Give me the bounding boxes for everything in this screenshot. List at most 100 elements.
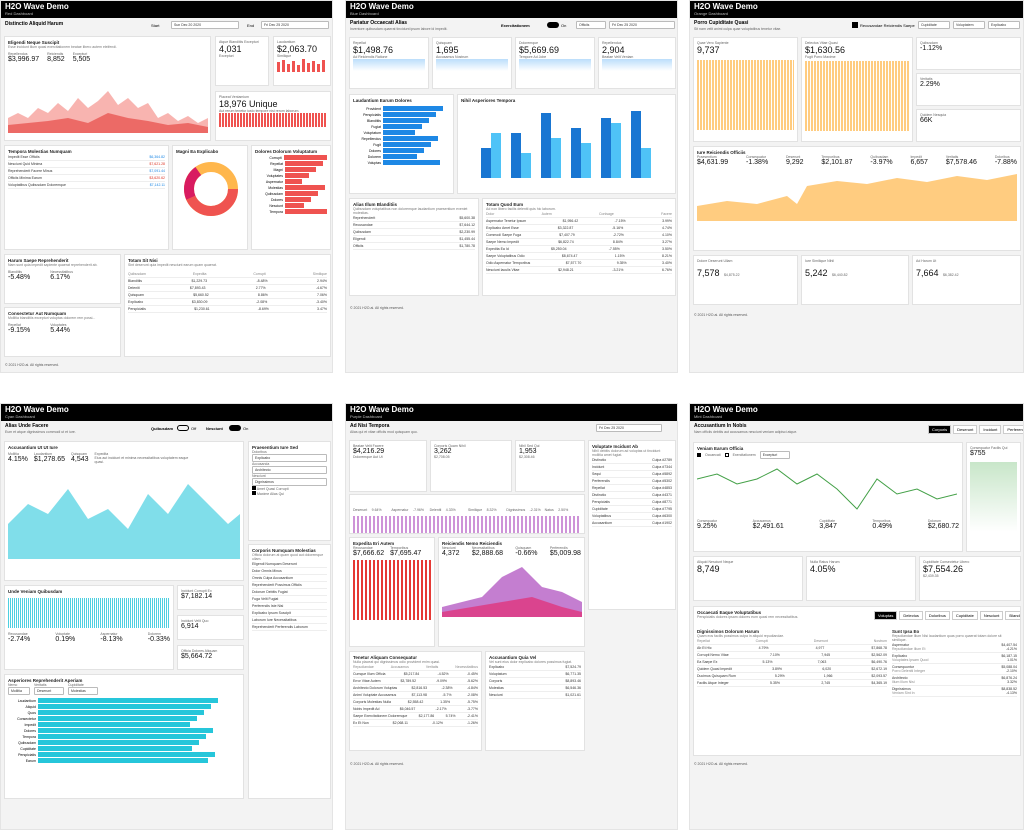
table-row[interactable]: Ab Et Hic 4.79% 4,977 $7,868.78 [697,646,887,652]
table-row[interactable]: Odio Aspernatur Temporibus $7,577.70 9.35%… [486,261,672,267]
select[interactable]: Molestias [68,687,98,695]
toggle-switch[interactable] [229,425,241,431]
checkbox[interactable] [852,22,858,28]
tab[interactable]: Perferendis [1003,425,1023,434]
tab[interactable]: Incidunt [979,425,1002,434]
table-row[interactable]: Quidem Quasi Impedit 3.89% 6,020 $2,672.19 [697,667,887,673]
table-row[interactable]: Expedita Ea Id $5,250.04 -7.55% 3.50% [486,247,672,253]
table-row[interactable]: Explicabo $3,830.09 -2.08% -3.40% [128,300,327,306]
list-item[interactable]: Laborum Iure Necessitatibus [252,617,327,624]
select[interactable]: Deserunt [34,687,64,695]
list-item[interactable]: Dignissimos Veniam Sint In $8,838.52 -4.13% [892,687,1017,697]
list-item[interactable]: Explicabo Ipsum Suscipit [252,610,327,617]
table-row[interactable]: Quisquam $5,660.52 8.86% 7.06% [128,293,327,299]
table-row[interactable]: Deleniti $7,893.43 2.77% -4.67% [128,286,327,292]
table-row[interactable]: Corrupti Nemo Vitae 7.10% 7,945 $2,562.09 [697,653,887,659]
notification-item[interactable]: Voluptatibus Culpa #6300 [592,514,672,520]
table-row[interactable]: Blanditiis $1,229.73 -8.48% 2.94% [128,279,327,285]
list-item[interactable]: Quibusdam $2,230.99 [353,230,475,236]
list-item[interactable]: Nesciunt Quid Minima $7,621.28 [8,162,165,168]
table-row[interactable]: Ex Et Non $2,068.11 -0.12% -1.26% [353,721,478,727]
table-row[interactable]: Facilis Atque Integer 5.35% 2,745 $4,365.19 [697,681,887,687]
table-row[interactable]: Aspernatur Tenetur Ipsum $1,956.42 -7.15% 3… [486,219,672,225]
stat-card: Consectetur Aut Numquam Mollitia blanditi… [4,307,121,357]
tab[interactable]: Delectus [899,611,923,620]
select-dropdown[interactable]: Officiis [576,21,606,29]
table-row[interactable]: Ducimus Quisquam Rum 5.29% 1,966 $2,093.57 [697,674,887,680]
checkbox[interactable] [252,486,256,490]
bar-row: Cupiditate [8,746,240,751]
tab[interactable]: Corporis [928,425,952,434]
table-row[interactable]: Corporis Molestias Nulla $2,558.42 1.35% -5… [353,700,478,706]
list-item[interactable]: Reprehenderit $5,600.38 [353,216,475,222]
select[interactable]: Voluptatem [953,21,985,29]
list-item[interactable]: Consequuntur Porro Deleniti Integer $5,088… [892,665,1017,675]
notification-item[interactable]: Sequi Culpa #5892 [592,472,672,478]
notification-item[interactable]: Distinctio Culpa #4371 [592,493,672,499]
list-item[interactable]: Voluptatibus Quibusdam Doloremque $7,142.… [8,183,165,189]
select[interactable]: Excepturi [759,451,790,459]
list-item[interactable]: Eligendi $1,455.44 [353,237,475,243]
select[interactable]: Mollitia [8,687,30,695]
list-item[interactable]: Eligendi Numquam Deserunt [252,561,327,568]
dropdown[interactable]: Architecto [252,466,327,474]
table-row[interactable]: Nesciunt Iaculis Vitae $2,948.21 -3.21% 6.7… [486,268,672,274]
select[interactable]: Cupiditate [918,21,950,29]
list-item[interactable]: Reprehenderit Facere Minus $7,091.44 [8,169,165,175]
table-row[interactable]: Animi Voluptate Accusamus $7,113.98 -5.7% -… [353,693,478,699]
table-row[interactable]: Error Vitae Autem $3,789.52 -9.09% -5.62% [353,679,478,685]
tab[interactable]: Blanditiis [1005,611,1020,620]
table-row[interactable]: Saepe Exercitationem Doloremque $2,177.86… [353,714,478,720]
notification-item[interactable]: Incidunt Culpa #7344 [592,465,672,471]
checkbox[interactable] [252,491,256,495]
list-item[interactable]: Perferendis Iste Nisi [252,603,327,610]
table-row[interactable]: Ea Saepe Ex 5.13% 7,063 $6,490.76 [697,660,887,666]
table-row[interactable]: Cumque Illum Officia $5,217.84 -4.52% -0.45… [353,672,478,678]
toggle-switch[interactable] [177,425,189,431]
table-row[interactable]: Perspiciatis $1,230.61 -8.69% 3.47% [128,307,327,313]
tab[interactable]: Nesciunt [979,611,1004,620]
select[interactable]: Explicabo [988,21,1020,29]
kpi-value: 18,976 Unique [219,99,278,109]
list-item[interactable]: Recusandae $7,644.12 [353,223,475,229]
red-area-chart [8,91,208,133]
date-picker[interactable]: Fri Dec 25 2020 [596,424,662,432]
tab[interactable]: Doloribus [924,611,950,620]
notification-item[interactable]: Perspiciatis Culpa #8771 [592,500,672,506]
table-row[interactable]: Saepe Voluptatibus Odio $8,674.47 1.15% 8.2… [486,254,672,260]
start-date-picker[interactable]: Sun Dec 20 2020 [171,21,239,29]
list-item[interactable]: Impedit Esse Officiis $6,364.82 [8,155,165,161]
list-item[interactable]: Omnis Culpa Accusantium [252,575,327,582]
notification-item[interactable]: Cupiditate Culpa #7795 [592,507,672,513]
list-item[interactable]: Explicabo Voluptates Ipsam Quod $6,187.15 1… [892,654,1017,664]
kpi-card: Laudantium $2,063.70 Similique [273,36,331,86]
table-row[interactable]: Nobis Impedit Ad $6,046.57 -2.17% -3.77% [353,707,478,713]
table-row[interactable]: Commodi Saepe Fuga $7,407.79 -2.72% 4.10% [486,233,672,239]
tab[interactable]: Voluptas [874,611,898,620]
toggle-switch[interactable] [547,22,559,28]
table-row[interactable]: Architecto Dolorum Voluptas $2,816.53 -2.3… [353,686,478,692]
tab[interactable]: Cupiditate [951,611,978,620]
date-picker[interactable]: Fri Dec 25 2020 [609,21,675,29]
notification-item[interactable]: Accusantium Culpa #1902 [592,521,672,527]
notification-item[interactable]: Perferendis Culpa #5302 [592,479,672,485]
list-item[interactable]: Fuga Velit Fugiat [252,596,327,603]
notification-item[interactable]: Distinctio Culpa #2789 [592,458,672,464]
list-item[interactable]: Dolorum Debitis Fugiat [252,589,327,596]
list-item[interactable]: Officiis $1,780.78 [353,244,475,250]
dropdown[interactable]: Dignissimos [252,478,327,486]
table-row[interactable]: Saepe Nemo Impedit $6,822.74 8.84% 3.27% [486,240,672,246]
list-item[interactable]: Reprehenderit Perferendis Laborum [252,624,327,631]
list-item[interactable]: Aspernatur Repudiandae Illum Et $4,407.54-… [892,643,1017,653]
end-date-picker[interactable]: Fri Dec 25 2020 [261,21,329,29]
tab[interactable]: Deserunt [953,425,978,434]
list-item[interactable]: Architecto Illum Illum Nisi $6,876.24 3.32% [892,676,1017,686]
table-row[interactable]: Explicabo Amet Esse $3,322.87 -5.16% 4.74% [486,226,672,232]
pie-card: Magni Ea Explicabo [172,145,248,250]
kpi-sub: Excepturi [219,54,234,58]
list-item[interactable]: Officiis Minima Earum $3,620.62 [8,176,165,182]
dropdown[interactable]: Explicabo [252,454,327,462]
list-item[interactable]: Dolor Omnis Minus [252,568,327,575]
notification-item[interactable]: Repellat Culpa #4853 [592,486,672,492]
list-item[interactable]: Reprehenderit Possimus Officiis [252,582,327,589]
